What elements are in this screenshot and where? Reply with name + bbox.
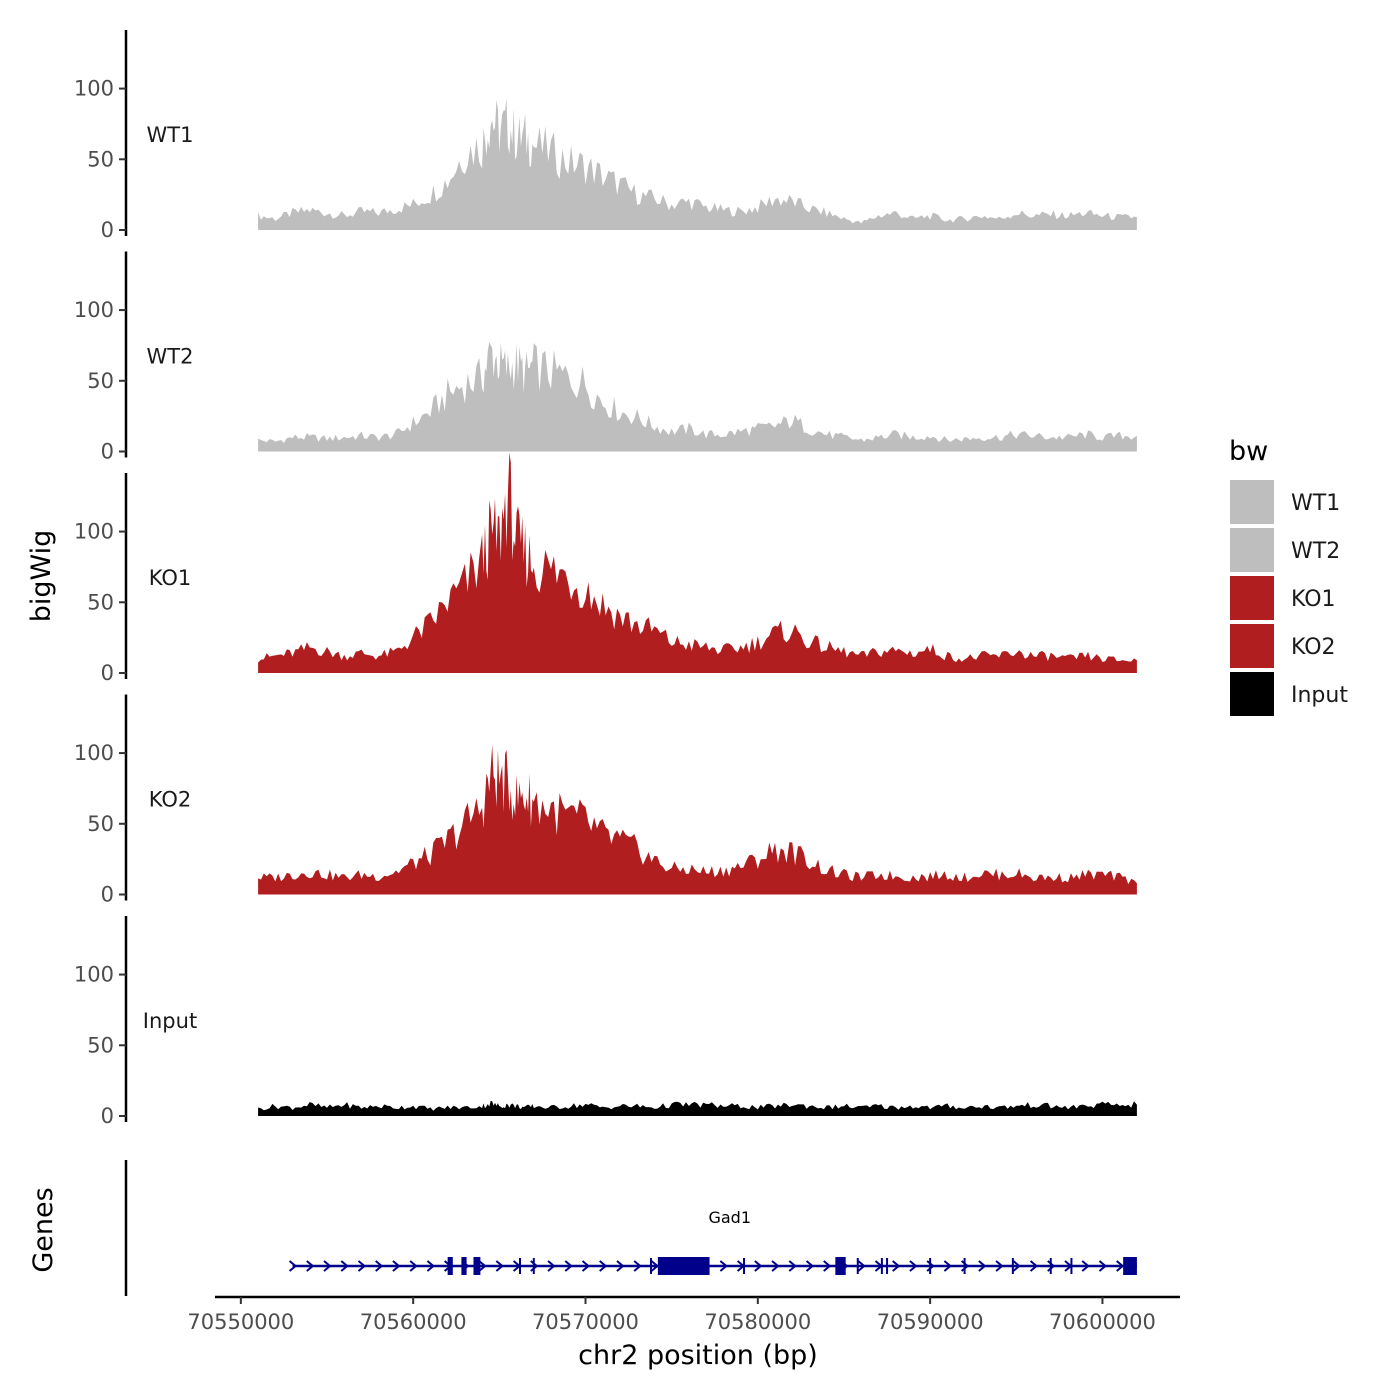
y-tick-label: 50: [87, 147, 114, 171]
strand-arrow: [788, 1260, 797, 1272]
legend-key-ko1: [1230, 576, 1274, 620]
gene-track: Genes Gad1: [28, 1160, 1137, 1296]
strand-arrow: [306, 1260, 315, 1272]
y-tick-label: 50: [87, 369, 114, 393]
strand-arrow: [288, 1260, 298, 1272]
coverage-area-input: [258, 1100, 1137, 1116]
x-tick-label: 70590000: [877, 1310, 984, 1334]
x-axis: 70550000 70560000 70570000 70580000 70590000…: [187, 1295, 1180, 1334]
strand-arrow: [892, 1260, 901, 1272]
legend-label-wt1: WT1: [1291, 491, 1340, 516]
x-axis-title: chr2 position (bp): [578, 1340, 818, 1371]
y-tick-label: 0: [101, 883, 114, 907]
strand-arrow: [547, 1260, 556, 1272]
strand-arrow: [581, 1260, 591, 1272]
y-tick-label: 50: [87, 1033, 114, 1057]
strand-arrow: [857, 1260, 866, 1272]
legend-label-ko2: KO2: [1291, 635, 1336, 660]
track-label-ko1: KO1: [149, 566, 192, 590]
exon-block: [473, 1257, 481, 1275]
legend-key-wt2: [1230, 528, 1274, 572]
track-ko2: 0 50 100 KO2: [74, 694, 1137, 907]
strand-arrow: [960, 1260, 970, 1272]
y-axis-title: bigWig: [26, 530, 57, 623]
strand-arrow: [426, 1260, 435, 1272]
strand-arrow: [340, 1260, 349, 1272]
x-tick-label: 70570000: [532, 1310, 639, 1334]
coverage-area-wt1: [258, 98, 1137, 230]
strand-arrow: [323, 1260, 332, 1272]
strand-arrow: [616, 1260, 625, 1272]
legend-label-wt2: WT2: [1291, 539, 1340, 564]
strand-arrow: [805, 1260, 815, 1272]
x-tick-label: 70560000: [360, 1310, 467, 1334]
strand-arrow: [1116, 1260, 1125, 1272]
exon-block: [447, 1257, 453, 1275]
legend-key-wt1: [1230, 480, 1274, 524]
strand-arrow: [478, 1260, 487, 1272]
y-tick-label: 0: [101, 1104, 114, 1128]
gene-name-label: Gad1: [708, 1208, 751, 1227]
strand-arrow: [754, 1260, 763, 1272]
x-tick-label: 70580000: [704, 1310, 811, 1334]
coverage-tracks: 0 50 100 WT1 0 50 100 WT2 0 50 100 KO1 0 50 100 KO2 0 50 1…: [74, 30, 1137, 1128]
track-ko1: 0 50 100 KO1: [74, 452, 1137, 685]
track-wt2: 0 50 100 WT2: [74, 251, 1137, 464]
genes-axis-title: Genes: [28, 1187, 59, 1272]
strand-arrow: [1012, 1260, 1021, 1272]
strand-arrow: [909, 1260, 918, 1272]
coverage-area-ko2: [258, 744, 1137, 895]
strand-arrow: [392, 1260, 401, 1272]
legend: bw WT1 WT2 KO1 KO2 Input: [1229, 436, 1348, 716]
y-tick-label: 100: [74, 298, 114, 322]
legend-label-input: Input: [1291, 683, 1348, 708]
strand-arrow: [409, 1260, 418, 1272]
y-tick-label: 100: [74, 77, 114, 101]
exon-block: [657, 1257, 710, 1275]
y-tick-label: 0: [101, 661, 114, 685]
legend-label-ko1: KO1: [1291, 587, 1336, 612]
strand-arrow: [1029, 1260, 1039, 1272]
track-input: 0 50 100 Input: [74, 916, 1137, 1128]
strand-arrow: [978, 1260, 987, 1272]
track-wt1: 0 50 100 WT1: [74, 30, 1137, 242]
strand-arrow: [599, 1260, 608, 1272]
track-label-wt2: WT2: [147, 345, 194, 369]
strand-arrow: [495, 1260, 504, 1272]
legend-title: bw: [1229, 436, 1268, 467]
y-tick-label: 50: [87, 812, 114, 836]
coverage-area-ko1: [258, 452, 1137, 673]
y-tick-label: 100: [74, 520, 114, 544]
strand-arrow: [375, 1260, 384, 1272]
strand-arrow: [357, 1260, 367, 1272]
coverage-area-wt2: [258, 341, 1137, 452]
x-tick-label: 70550000: [187, 1310, 294, 1334]
strand-arrow: [943, 1260, 952, 1272]
track-label-input: Input: [143, 1009, 197, 1033]
exon-block: [1123, 1257, 1137, 1275]
y-tick-label: 0: [101, 218, 114, 242]
strand-arrow: [823, 1260, 832, 1272]
strand-arrow: [633, 1260, 642, 1272]
y-tick-label: 50: [87, 590, 114, 614]
strand-arrow: [1098, 1260, 1108, 1272]
strand-arrow: [771, 1260, 780, 1272]
exon-block: [835, 1257, 846, 1275]
track-label-ko2: KO2: [149, 788, 192, 812]
y-tick-label: 100: [74, 741, 114, 765]
strand-arrow: [1081, 1260, 1090, 1272]
exon-block: [461, 1257, 467, 1275]
x-tick-label: 70600000: [1049, 1310, 1156, 1334]
legend-key-input: [1230, 672, 1274, 716]
y-tick-label: 100: [74, 963, 114, 987]
legend-key-ko2: [1230, 624, 1274, 668]
strand-arrow: [995, 1260, 1004, 1272]
strand-arrow: [650, 1260, 659, 1272]
strand-arrow: [719, 1260, 728, 1272]
strand-arrow: [564, 1260, 573, 1272]
track-label-wt1: WT1: [147, 123, 194, 147]
y-tick-label: 0: [101, 440, 114, 464]
